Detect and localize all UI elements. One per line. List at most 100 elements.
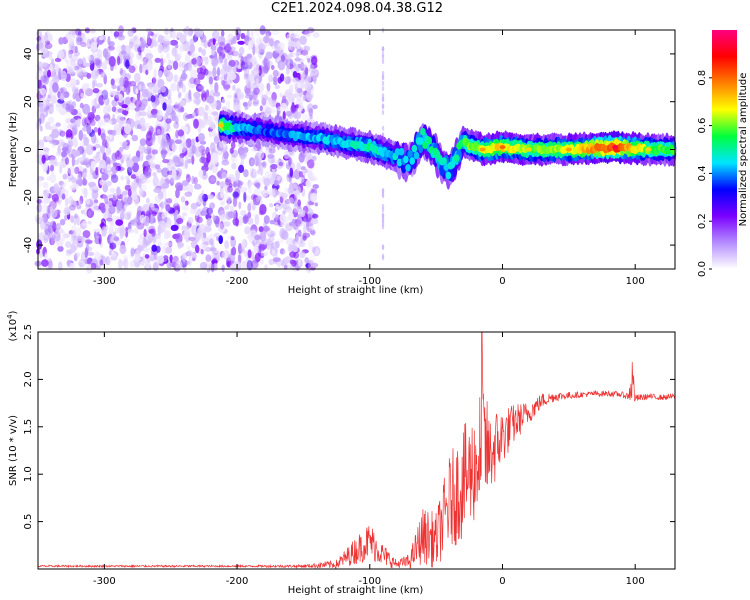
noise-cell [91, 133, 97, 144]
noise-cell [183, 63, 188, 72]
noise-cell [247, 40, 253, 51]
noise-cell [82, 230, 91, 238]
noise-cell [133, 256, 141, 262]
noise-cell [225, 211, 232, 221]
noise-cell [289, 52, 296, 58]
noise-cell [108, 206, 116, 215]
noise-cell [129, 80, 137, 87]
noise-cell [193, 27, 201, 34]
noise-cell [381, 221, 385, 227]
noise-cell [211, 56, 219, 68]
noise-cell [44, 221, 52, 226]
noise-cell [139, 138, 147, 146]
noise-cell [151, 40, 159, 48]
noise-cell [154, 57, 162, 63]
noise-cell [120, 50, 127, 55]
noise-cell [381, 193, 385, 199]
noise-cell [190, 202, 198, 210]
noise-cell [188, 236, 196, 241]
noise-cell [77, 58, 84, 67]
noise-cell [265, 83, 270, 89]
noise-cell [89, 28, 96, 34]
noise-cell [139, 111, 147, 117]
noise-cell [229, 205, 235, 212]
noise-cell [279, 213, 286, 223]
noise-cell [280, 102, 287, 110]
noise-cell [121, 190, 129, 196]
noise-cell [77, 68, 86, 77]
noise-cell [51, 193, 59, 202]
noise-cell [84, 258, 88, 265]
noise-cell [86, 72, 92, 79]
noise-cell [70, 176, 76, 183]
noise-cell [70, 118, 76, 124]
noise-cell [314, 202, 318, 207]
colorbar: 0.0 0.2 0.4 0.6 0.8 Normalized spectral ampl… [697, 30, 749, 277]
noise-cell [114, 94, 119, 102]
noise-cell [151, 244, 158, 252]
noise-cell [271, 91, 277, 102]
noise-cell [44, 251, 48, 260]
noise-cell [67, 140, 72, 152]
noise-cell [96, 231, 100, 237]
noise-cell [147, 235, 156, 241]
noise-cell [304, 257, 310, 264]
noise-cell [300, 234, 304, 245]
noise-cell [306, 159, 315, 169]
noise-cell [296, 49, 300, 60]
noise-cell [312, 32, 320, 38]
noise-cell [83, 168, 88, 174]
noise-cell [84, 117, 92, 126]
noise-cell [42, 53, 50, 58]
noise-cell [305, 262, 311, 269]
noise-cell [139, 156, 144, 162]
noise-cell [93, 79, 97, 87]
noise-cell [101, 173, 109, 181]
noise-cell [271, 65, 275, 70]
noise-cell [100, 164, 107, 169]
noise-cell [150, 108, 158, 115]
noise-cell [296, 186, 301, 195]
noise-cell [253, 213, 259, 221]
noise-cell [61, 157, 67, 162]
noise-cell [44, 31, 48, 43]
noise-cell [74, 45, 78, 54]
noise-cell [62, 142, 70, 152]
noise-cell [160, 150, 168, 155]
noise-cell [121, 118, 129, 125]
noise-cell [139, 37, 144, 42]
noise-cell [297, 229, 302, 237]
noise-cell [228, 253, 236, 264]
noise-cell [269, 38, 274, 47]
y-tick-label: 0 [23, 146, 34, 152]
noise-cell [138, 144, 145, 154]
noise-cell [240, 60, 245, 71]
noise-cell [289, 30, 295, 38]
spectrogram-y-ticks: -40 -20 0 20 40 [23, 48, 675, 253]
noise-cell [92, 88, 100, 94]
noise-cell [163, 35, 171, 42]
noise-cell [102, 94, 108, 104]
noise-cell [111, 106, 117, 113]
noise-cell [186, 64, 193, 72]
noise-cell [139, 151, 144, 160]
noise-cell [146, 145, 152, 155]
noise-cell [310, 218, 319, 225]
noise-cell [193, 183, 202, 190]
noise-cell [255, 196, 260, 202]
noise-cell [204, 56, 209, 65]
noise-cell [76, 235, 83, 242]
noise-cell [215, 99, 222, 111]
noise-cell [270, 159, 275, 164]
noise-cell [140, 41, 145, 52]
noise-cell [118, 31, 123, 38]
noise-cell [50, 95, 57, 104]
noise-cell [273, 179, 279, 186]
noise-cell [68, 195, 74, 206]
noise-cell [253, 197, 261, 206]
noise-cell [265, 106, 272, 115]
noise-cell [60, 70, 67, 82]
snr-panel: -300 -200 -100 0 100 0.5 1.0 1.5 2.0 2.5 Height … [6, 310, 676, 596]
signal-peak [526, 147, 532, 152]
noise-cell [51, 129, 60, 139]
